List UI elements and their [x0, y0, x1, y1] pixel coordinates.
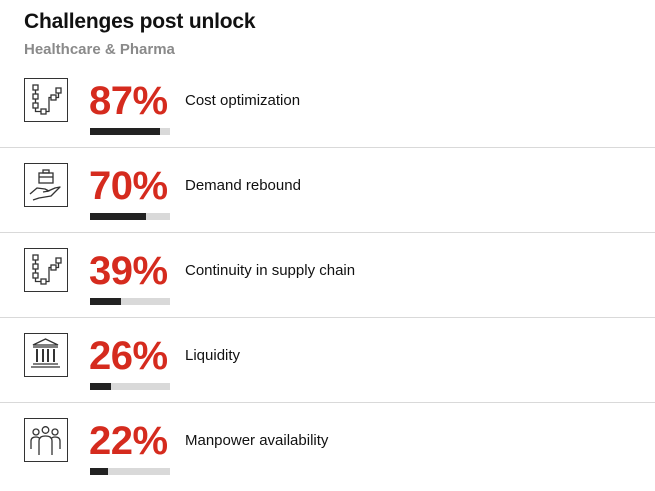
category-label: Liquidity — [185, 347, 241, 364]
bar-track — [90, 468, 170, 475]
flowchart-icon — [24, 78, 68, 122]
bar — [90, 128, 160, 135]
category-label: Continuity in supply chain — [185, 262, 356, 279]
challenge-row: 22% Manpower availability — [0, 403, 655, 488]
percent-label: 26% — [89, 334, 168, 378]
percent-label: 87% — [89, 79, 168, 123]
people-icon — [24, 418, 68, 462]
bar — [90, 213, 146, 220]
bank-icon — [24, 333, 68, 377]
bar-track — [90, 213, 170, 220]
bar — [90, 383, 111, 390]
category-label: Manpower availability — [185, 432, 329, 449]
percent-label: 22% — [89, 419, 168, 463]
challenge-list: 87% Cost optimization 70% Demand rebound 39%… — [0, 63, 655, 488]
hand-briefcase-icon — [24, 163, 68, 207]
bar-track — [90, 298, 170, 305]
category-label: Cost optimization — [185, 92, 301, 109]
challenge-row: 70% Demand rebound — [0, 148, 655, 233]
bar — [90, 298, 122, 305]
chart-title: Challenges post unlock — [24, 10, 256, 33]
bar-track — [90, 128, 170, 135]
category-label: Demand rebound — [185, 177, 301, 194]
flowchart-icon — [24, 248, 68, 292]
challenge-row: 39% Continuity in supply chain — [0, 233, 655, 318]
bar — [90, 468, 108, 475]
challenge-row: 87% Cost optimization — [0, 63, 655, 148]
chart-subtitle: Healthcare & Pharma — [24, 41, 175, 58]
percent-label: 39% — [89, 249, 168, 293]
bar-track — [90, 383, 170, 390]
challenge-row: 26% Liquidity — [0, 318, 655, 403]
percent-label: 70% — [89, 164, 168, 208]
